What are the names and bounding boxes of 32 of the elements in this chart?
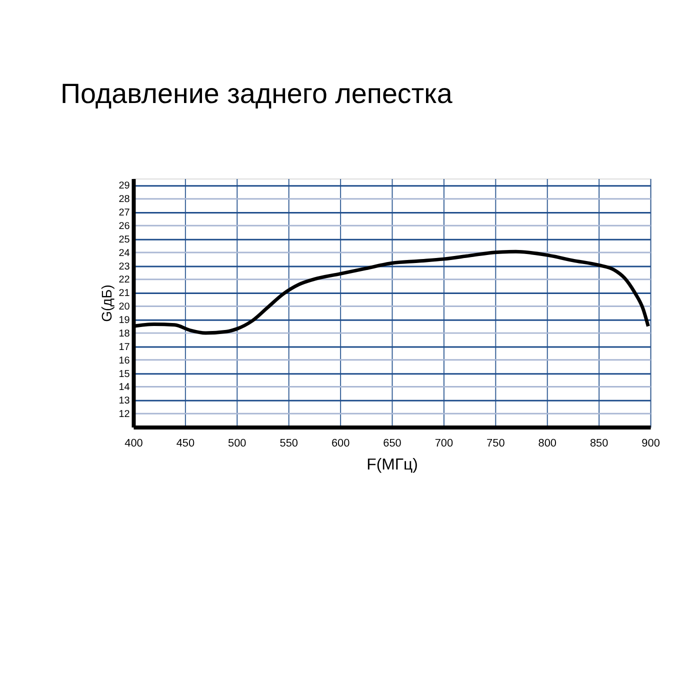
x-tick-label: 400 [124, 437, 143, 450]
y-tick-label: 15 [118, 368, 130, 380]
x-tick-label: 500 [228, 437, 246, 450]
y-tick-label: 13 [118, 396, 130, 407]
y-tick-label: 24 [118, 248, 130, 259]
y-tick-label: 14 [118, 382, 130, 394]
x-tick-label: 750 [486, 437, 505, 450]
y-tick-label: 16 [118, 355, 130, 366]
x-tick-label: 850 [590, 437, 608, 450]
y-tick-label: 27 [118, 208, 130, 219]
x-tick-label: 450 [176, 437, 195, 450]
y-tick-label: 29 [118, 180, 130, 192]
y-tick-label: 18 [118, 328, 130, 340]
chart-title: Подавление заднего лепестка [60, 78, 453, 109]
y-tick-label: 20 [118, 302, 130, 313]
y-tick-label: 23 [118, 261, 130, 272]
x-tick-label: 550 [280, 437, 298, 450]
x-axis-title: F(МГц) [366, 456, 418, 474]
x-tick-label: 650 [383, 437, 402, 450]
y-tick-label: 22 [118, 274, 130, 286]
x-tick-label: 900 [642, 437, 660, 450]
y-tick-label: 17 [118, 342, 130, 353]
x-tick-label: 800 [538, 437, 556, 450]
y-tick-label: 26 [118, 220, 130, 232]
y-tick-label: 25 [118, 234, 130, 246]
y-tick-label: 21 [118, 288, 130, 300]
x-tick-label: 700 [434, 437, 454, 450]
y-tick-label: 28 [118, 194, 130, 206]
y-tick-label: 19 [118, 315, 130, 326]
y-axis-title: G(дБ) [98, 284, 115, 322]
y-tick-label: 12 [118, 409, 130, 420]
x-tick-label: 600 [331, 437, 350, 450]
